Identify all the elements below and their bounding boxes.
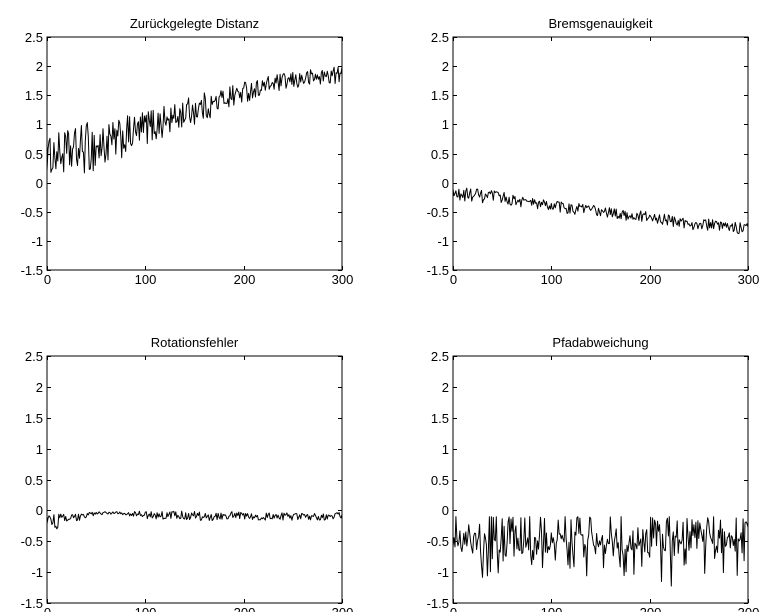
y-tick-label: 2.5 [25, 30, 43, 45]
y-tick-label: -0.5 [427, 205, 449, 220]
x-tick-label: 0 [450, 605, 457, 612]
y-tick-label: 2 [442, 59, 449, 74]
chart-title: Bremsgenauigkeit [548, 16, 652, 31]
y-tick-label: -1 [31, 565, 43, 580]
series-line [452, 516, 749, 587]
y-tick-label: 1 [442, 117, 449, 132]
chart-title: Zurückgelegte Distanz [130, 16, 259, 31]
x-tick-label: 300 [332, 605, 354, 612]
y-tick-label: 1 [442, 442, 449, 457]
y-tick-label: -0.5 [427, 534, 449, 549]
chart-panel-4: Pfadabweichung -1.5 -1 -0.5 0 0.5 1 1.5 2 2.5 0 100… [427, 335, 760, 612]
y-tick-label: 1.5 [25, 411, 43, 426]
chart-title: Pfadabweichung [552, 335, 648, 350]
y-tick-label: -0.5 [21, 534, 43, 549]
y-tick-label: -1 [31, 234, 43, 249]
y-tick-label: -1.5 [21, 263, 43, 278]
y-tick-label: 2 [36, 380, 43, 395]
x-tick-label: 200 [234, 605, 256, 612]
y-tick-label: 2 [442, 380, 449, 395]
chart-panel-3: Rotationsfehler -1.5 -1 -0.5 0 0.5 1 1.5 2 2.5 0 10… [21, 335, 354, 612]
x-tick-label: 100 [541, 272, 563, 287]
x-tick-label: 100 [135, 605, 157, 612]
y-tick-label: -0.5 [21, 205, 43, 220]
series-line [46, 510, 343, 530]
y-tick-label: 0 [36, 176, 43, 191]
chart-panel-2: Bremsgenauigkeit -1.5 -1 -0.5 0 0.5 1 1.5 2 2.5 0 1… [427, 16, 760, 287]
x-tick-label: 200 [234, 272, 256, 287]
x-tick-label: 200 [640, 605, 662, 612]
y-tick-label: 0 [442, 503, 449, 518]
y-tick-label: -1.5 [427, 596, 449, 611]
x-tick-label: 0 [44, 605, 51, 612]
y-tick-label: 0 [36, 503, 43, 518]
y-tick-label: 1 [36, 442, 43, 457]
plot-frame [452, 36, 749, 271]
y-tick-label: 0.5 [25, 473, 43, 488]
x-tick-label: 0 [450, 272, 457, 287]
x-tick-label: 0 [44, 272, 51, 287]
x-tick-label: 300 [738, 605, 760, 612]
x-tick-label: 300 [332, 272, 354, 287]
y-tick-label: -1.5 [427, 263, 449, 278]
y-tick-label: -1 [437, 565, 449, 580]
y-tick-label: 1.5 [25, 88, 43, 103]
y-tick-label: 1 [36, 117, 43, 132]
y-tick-label: 2.5 [25, 349, 43, 364]
y-tick-label: 0.5 [431, 147, 449, 162]
y-tick-label: 0.5 [25, 147, 43, 162]
y-tick-label: 2 [36, 59, 43, 74]
plot-frame [452, 355, 749, 604]
x-tick-label: 300 [738, 272, 760, 287]
y-tick-label: 1.5 [431, 411, 449, 426]
series-line [452, 187, 749, 235]
x-tick-label: 200 [640, 272, 662, 287]
series-line [46, 66, 343, 174]
y-tick-label: -1.5 [21, 596, 43, 611]
y-tick-label: 2.5 [431, 349, 449, 364]
y-tick-label: 0.5 [431, 473, 449, 488]
y-tick-label: -1 [437, 234, 449, 249]
chart-title: Rotationsfehler [151, 335, 239, 350]
y-tick-label: 0 [442, 176, 449, 191]
y-tick-label: 2.5 [431, 30, 449, 45]
x-tick-label: 100 [135, 272, 157, 287]
y-tick-label: 1.5 [431, 88, 449, 103]
plot-frame [46, 355, 343, 604]
x-tick-label: 100 [541, 605, 563, 612]
chart-panel-1: Zurückgelegte Distanz -1.5 -1 -0.5 0 0.5 1 1.5 2… [21, 16, 354, 287]
